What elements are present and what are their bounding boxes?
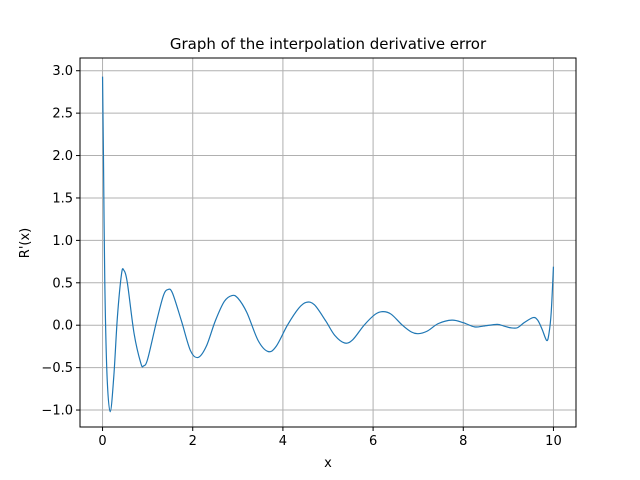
x-axis-label: x [324,456,332,471]
axes-frame [79,57,577,428]
y-tick-label: 2.0 [52,149,73,164]
y-tick-label: 0.5 [52,276,73,291]
chart-title: Graph of the interpolation derivative er… [170,35,487,53]
x-tick-label: 10 [545,434,562,449]
grid [80,58,576,427]
y-tick-label: 0.0 [52,319,73,334]
y-tick-label: −1.0 [41,404,73,419]
y-tick-label: 1.0 [52,234,73,249]
y-tick-label: 2.5 [52,107,73,122]
y-tick-label: 1.5 [52,191,73,206]
plot-area [101,76,555,413]
x-tick-label: 6 [369,434,377,449]
x-tick-label: 4 [279,434,287,449]
x-tick-label: 2 [189,434,197,449]
series-line [101,76,555,413]
y-tick-label: 3.0 [52,64,73,79]
y-tick-label: −0.5 [41,361,73,376]
y-axis-label: R'(x) [18,228,33,258]
x-tick-label: 0 [98,434,106,449]
ticks: 0 2 4 6 8 10 −1.0 −0.5 0.0 0.5 1.0 1.5 2.0 2.5 3.0 [41,64,561,449]
x-tick-label: 8 [459,434,467,449]
